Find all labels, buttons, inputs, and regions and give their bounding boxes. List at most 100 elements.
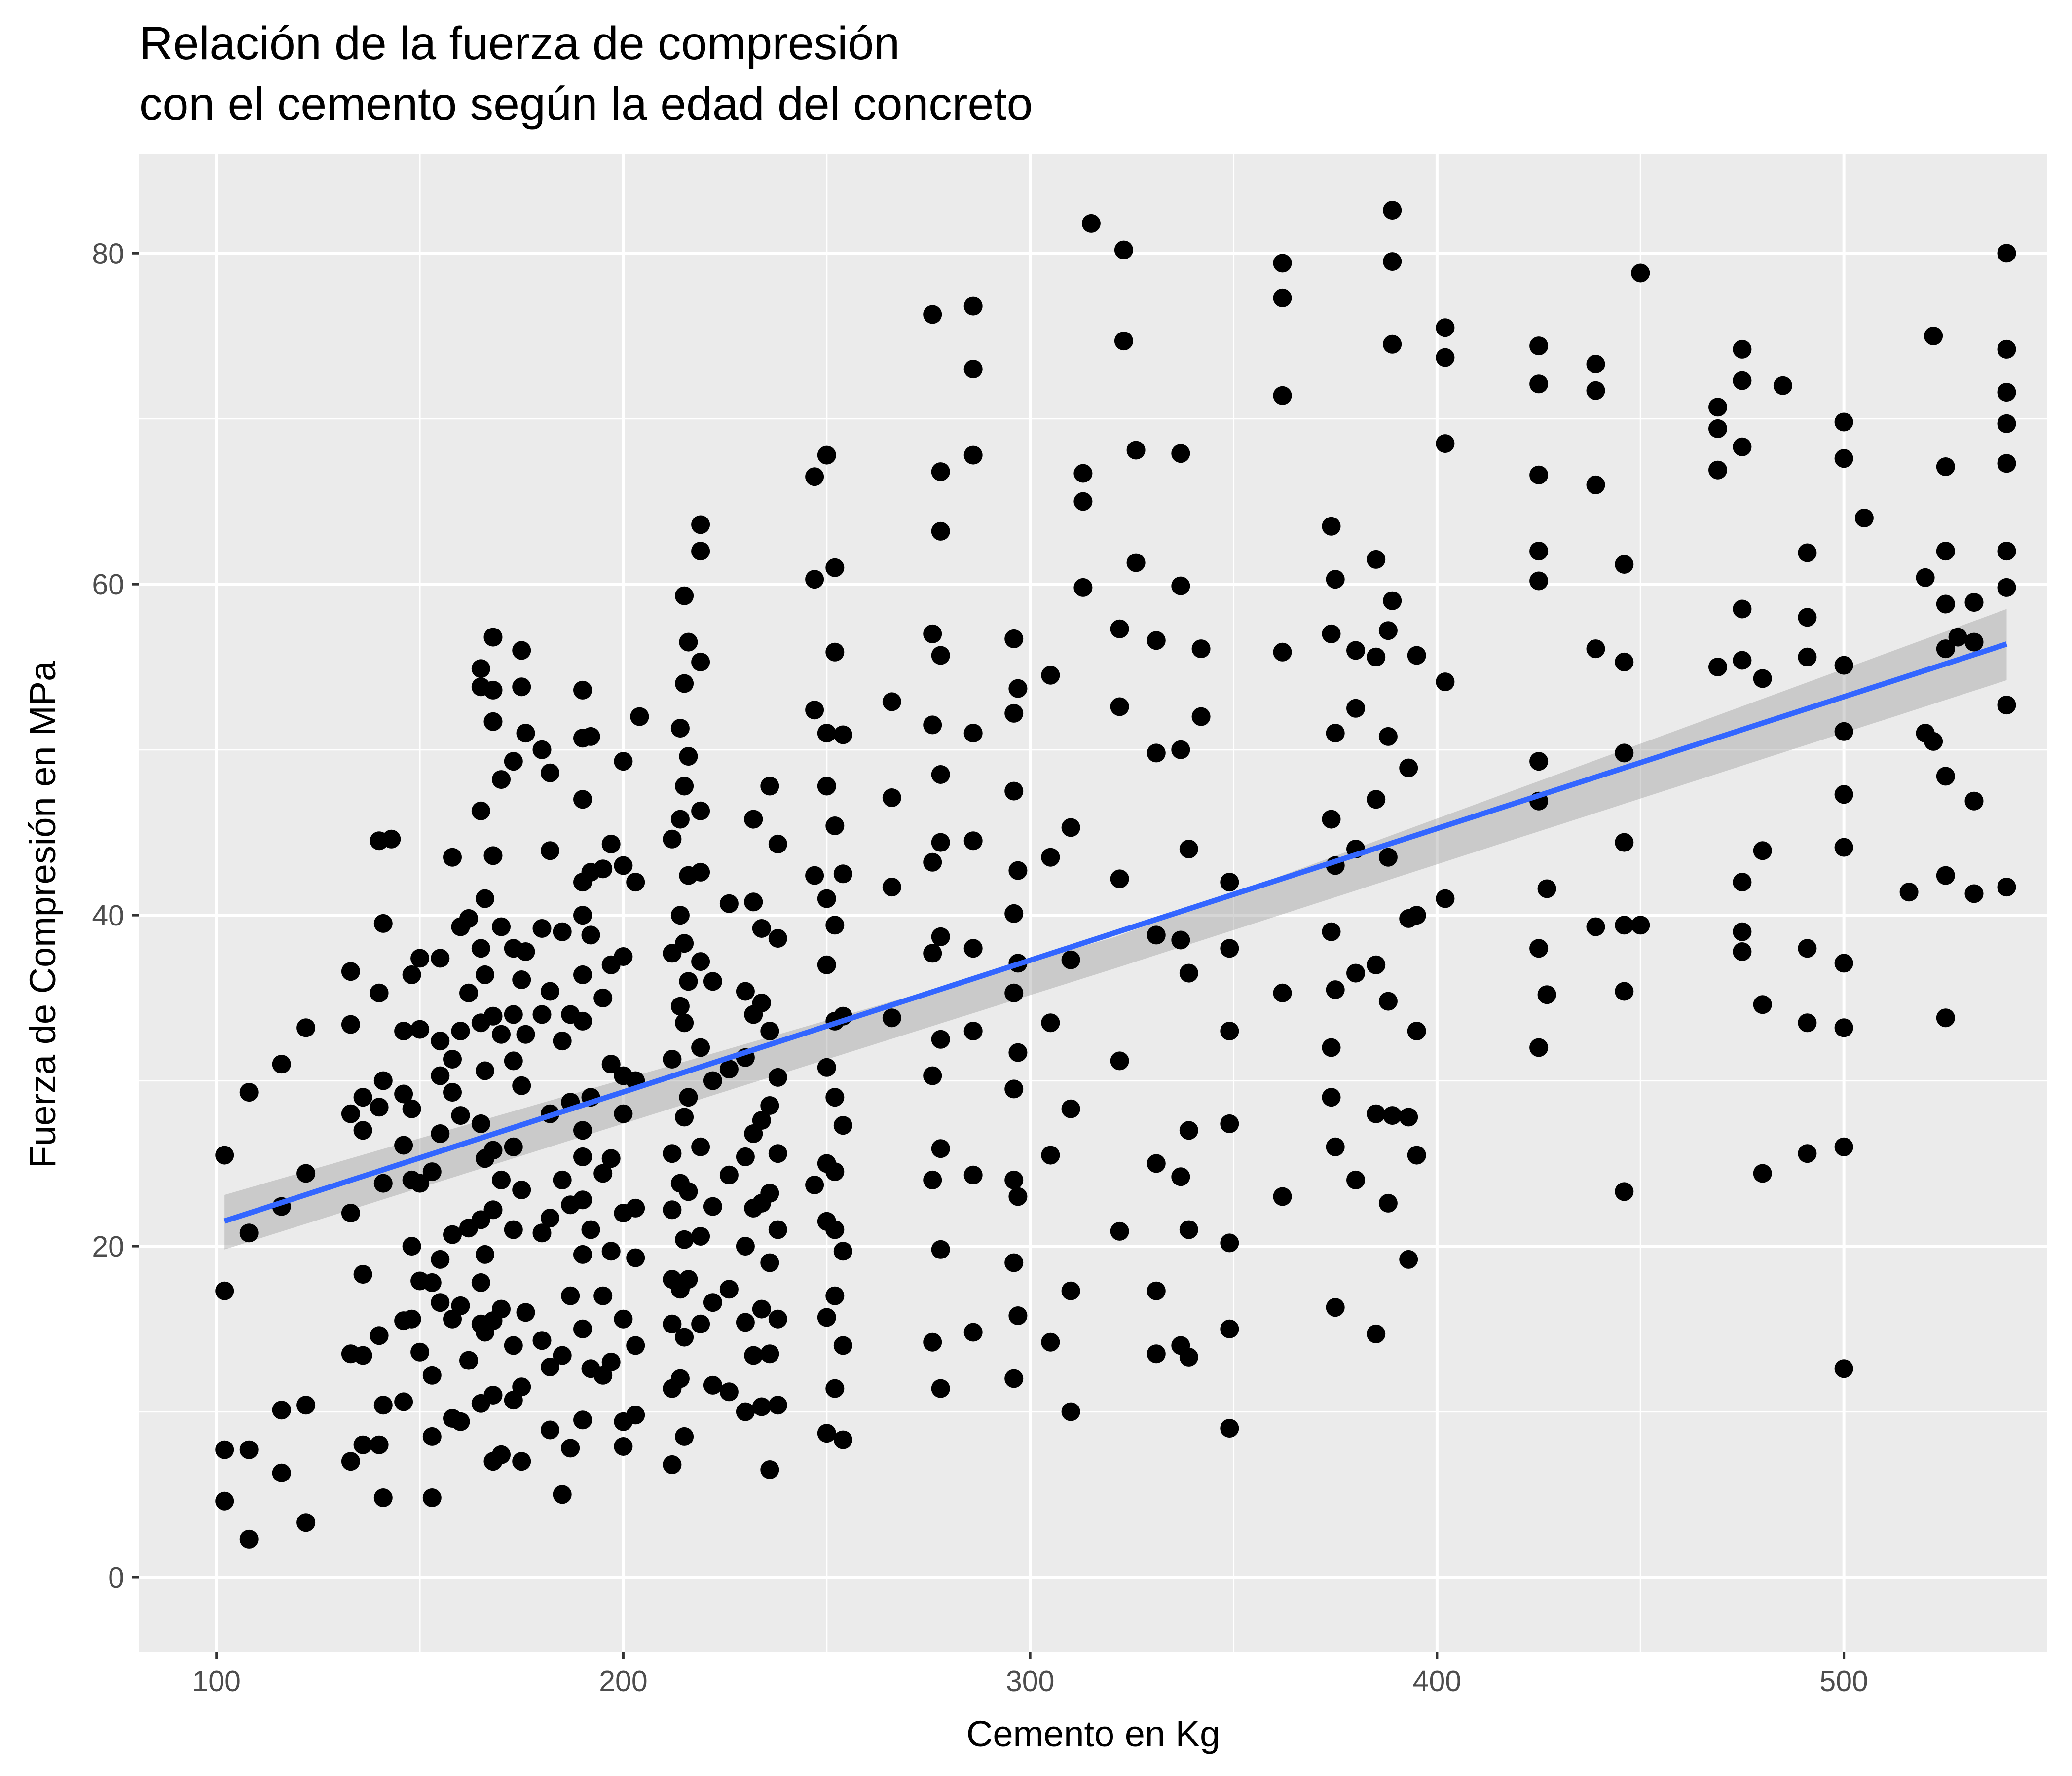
data-point	[1436, 434, 1455, 453]
data-point	[691, 542, 710, 561]
data-point	[1004, 781, 1024, 801]
data-point	[573, 1410, 592, 1430]
data-point	[679, 747, 698, 766]
data-point	[1537, 879, 1556, 898]
data-point	[931, 927, 950, 946]
data-point	[1936, 594, 1955, 614]
data-point	[532, 740, 552, 759]
data-point	[1273, 386, 1292, 405]
data-point	[1436, 889, 1455, 908]
data-point	[1110, 619, 1129, 638]
data-point	[459, 909, 478, 928]
data-point	[483, 846, 503, 865]
data-point	[923, 1170, 942, 1189]
data-point	[805, 866, 824, 885]
data-point	[1061, 1281, 1080, 1300]
data-point	[1936, 866, 1955, 885]
data-point	[675, 1427, 694, 1446]
data-point	[573, 1245, 592, 1264]
data-point	[691, 952, 710, 971]
data-point	[675, 934, 694, 953]
data-point	[1798, 647, 1817, 666]
data-point	[1147, 1154, 1166, 1173]
data-point	[553, 1170, 572, 1189]
data-point	[601, 1149, 621, 1168]
data-point	[768, 1309, 787, 1329]
data-point	[1171, 1167, 1190, 1186]
data-point	[459, 1351, 478, 1370]
data-point	[394, 1136, 413, 1155]
data-point	[373, 1396, 393, 1415]
data-point	[691, 652, 710, 671]
data-point	[1407, 646, 1426, 665]
data-point	[1322, 1088, 1341, 1107]
data-point	[1367, 1104, 1386, 1123]
data-point	[410, 1020, 430, 1039]
data-point	[1529, 374, 1549, 394]
y-tick-label: 0	[108, 1561, 124, 1594]
data-point	[805, 1176, 824, 1194]
data-point	[1997, 542, 2016, 561]
data-point	[1964, 791, 1984, 811]
data-point	[1948, 628, 1967, 647]
data-point	[1061, 1402, 1080, 1421]
data-point	[1936, 542, 1955, 561]
data-point	[923, 1066, 942, 1085]
data-point	[1916, 568, 1935, 587]
data-point	[1798, 939, 1817, 958]
data-point	[768, 929, 787, 948]
data-point	[923, 715, 942, 735]
data-point	[410, 1342, 430, 1362]
data-point	[1834, 838, 1853, 857]
data-point	[626, 1336, 645, 1355]
data-point	[431, 1124, 450, 1143]
data-point	[410, 949, 430, 968]
data-point	[768, 1396, 787, 1415]
data-point	[1179, 1121, 1198, 1140]
data-point	[1407, 906, 1426, 925]
data-point	[931, 1139, 950, 1158]
y-tick-label: 40	[92, 899, 124, 932]
data-point	[670, 906, 690, 925]
data-point	[923, 305, 942, 324]
data-point	[1733, 437, 1752, 456]
data-point	[443, 848, 462, 867]
data-point	[504, 1051, 523, 1071]
data-point	[373, 1488, 393, 1507]
data-point	[272, 1401, 291, 1420]
data-point	[614, 856, 633, 875]
data-point	[963, 296, 983, 316]
data-point	[541, 1358, 559, 1376]
data-point	[663, 1200, 682, 1220]
data-point	[719, 1382, 739, 1402]
data-point	[1383, 252, 1402, 271]
data-point	[451, 1022, 470, 1040]
data-point	[353, 1435, 372, 1454]
data-point	[512, 677, 531, 697]
data-point	[703, 1293, 722, 1312]
data-point	[492, 1025, 511, 1044]
data-point	[1936, 1008, 1955, 1028]
y-axis-title: Fuerza de Compresión en MPa	[22, 661, 63, 1168]
data-point	[923, 624, 942, 643]
data-point	[512, 970, 531, 989]
data-point	[1061, 818, 1080, 837]
data-point	[1631, 263, 1650, 283]
data-point	[1615, 1182, 1634, 1201]
data-point	[703, 1375, 722, 1395]
data-point	[1798, 543, 1817, 562]
data-point	[1326, 1137, 1345, 1156]
data-point	[373, 914, 393, 933]
data-point	[573, 790, 592, 809]
data-point	[691, 1227, 710, 1246]
data-point	[504, 1220, 523, 1239]
data-point	[1367, 790, 1386, 809]
data-point	[626, 1198, 645, 1218]
data-point	[1753, 669, 1772, 688]
data-point	[1367, 955, 1386, 974]
data-point	[353, 1088, 372, 1107]
data-point	[593, 1164, 613, 1183]
data-point	[296, 1396, 316, 1415]
data-point	[882, 788, 901, 807]
data-point	[825, 642, 845, 662]
